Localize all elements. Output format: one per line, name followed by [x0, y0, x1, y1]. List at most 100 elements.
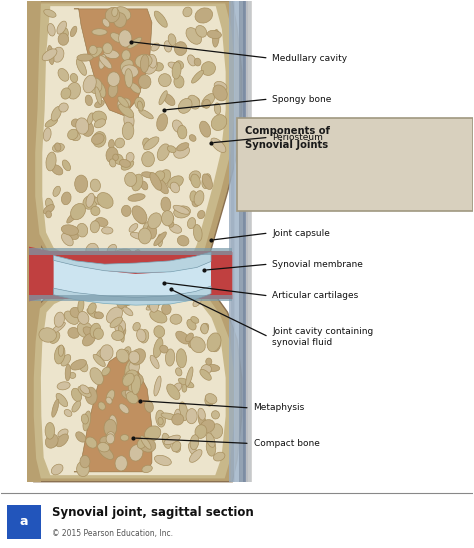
Ellipse shape [143, 58, 157, 74]
Ellipse shape [214, 103, 221, 115]
Text: Medullary cavity: Medullary cavity [273, 54, 347, 62]
Ellipse shape [123, 373, 134, 386]
Ellipse shape [201, 323, 209, 333]
Ellipse shape [120, 60, 133, 72]
Ellipse shape [62, 160, 71, 171]
Ellipse shape [150, 355, 159, 369]
Ellipse shape [186, 367, 193, 387]
Ellipse shape [99, 446, 113, 459]
Ellipse shape [168, 34, 176, 45]
Ellipse shape [120, 435, 129, 441]
Ellipse shape [71, 252, 82, 260]
Ellipse shape [80, 455, 90, 468]
Ellipse shape [143, 219, 158, 231]
Ellipse shape [201, 94, 215, 107]
Ellipse shape [172, 62, 181, 79]
Ellipse shape [46, 198, 54, 210]
Ellipse shape [106, 434, 115, 444]
Ellipse shape [65, 364, 71, 381]
Ellipse shape [168, 176, 183, 189]
Ellipse shape [124, 112, 134, 129]
Ellipse shape [108, 72, 120, 87]
Ellipse shape [83, 327, 97, 339]
Ellipse shape [190, 449, 202, 463]
Ellipse shape [91, 207, 100, 215]
Ellipse shape [78, 386, 91, 397]
Ellipse shape [57, 21, 66, 34]
Ellipse shape [145, 426, 161, 441]
Ellipse shape [162, 304, 171, 315]
Ellipse shape [100, 436, 108, 443]
Polygon shape [29, 281, 242, 482]
Ellipse shape [52, 399, 59, 417]
Ellipse shape [130, 232, 146, 239]
Polygon shape [234, 1, 240, 482]
Ellipse shape [191, 174, 201, 188]
Ellipse shape [107, 307, 123, 323]
Text: a: a [19, 515, 28, 528]
Ellipse shape [77, 322, 93, 338]
Ellipse shape [121, 98, 131, 108]
Ellipse shape [43, 128, 51, 141]
Ellipse shape [47, 45, 54, 65]
Ellipse shape [157, 234, 163, 247]
Ellipse shape [164, 435, 180, 444]
Ellipse shape [117, 297, 128, 309]
Ellipse shape [201, 323, 208, 334]
Ellipse shape [114, 154, 123, 164]
FancyBboxPatch shape [237, 118, 474, 211]
Polygon shape [54, 286, 211, 305]
Ellipse shape [51, 439, 57, 446]
Ellipse shape [195, 425, 207, 438]
Ellipse shape [77, 461, 89, 477]
Ellipse shape [211, 410, 219, 419]
Ellipse shape [78, 311, 89, 324]
Text: Metaphysis: Metaphysis [254, 403, 305, 413]
Ellipse shape [170, 314, 182, 324]
Polygon shape [42, 6, 226, 267]
Ellipse shape [172, 441, 181, 452]
Ellipse shape [45, 118, 57, 127]
Ellipse shape [154, 232, 166, 246]
Ellipse shape [87, 309, 99, 318]
Text: Compact bone: Compact bone [254, 439, 319, 448]
Polygon shape [239, 1, 245, 482]
Ellipse shape [52, 47, 64, 62]
Ellipse shape [102, 19, 109, 27]
Ellipse shape [85, 95, 92, 106]
Ellipse shape [201, 62, 216, 76]
Ellipse shape [191, 70, 203, 83]
Ellipse shape [135, 98, 145, 110]
Ellipse shape [201, 364, 211, 374]
Ellipse shape [83, 411, 91, 431]
Ellipse shape [76, 118, 89, 134]
Ellipse shape [87, 113, 93, 124]
Ellipse shape [173, 145, 190, 158]
Ellipse shape [198, 415, 207, 429]
Ellipse shape [172, 414, 184, 425]
Ellipse shape [144, 137, 159, 150]
Ellipse shape [173, 120, 183, 133]
Ellipse shape [118, 328, 126, 338]
Ellipse shape [203, 99, 210, 109]
Ellipse shape [54, 312, 64, 327]
Ellipse shape [76, 224, 88, 237]
Ellipse shape [70, 73, 78, 82]
Ellipse shape [190, 337, 205, 353]
Ellipse shape [61, 88, 71, 99]
Ellipse shape [105, 8, 119, 22]
Ellipse shape [187, 319, 196, 330]
Ellipse shape [151, 43, 159, 51]
Ellipse shape [129, 360, 139, 373]
Ellipse shape [85, 387, 97, 404]
Polygon shape [29, 295, 232, 301]
Ellipse shape [137, 329, 146, 342]
Ellipse shape [75, 175, 88, 193]
Ellipse shape [207, 30, 221, 38]
Ellipse shape [68, 129, 78, 140]
Ellipse shape [188, 341, 193, 347]
Ellipse shape [83, 75, 96, 93]
Ellipse shape [193, 298, 201, 307]
Ellipse shape [109, 159, 116, 167]
Polygon shape [229, 1, 235, 482]
